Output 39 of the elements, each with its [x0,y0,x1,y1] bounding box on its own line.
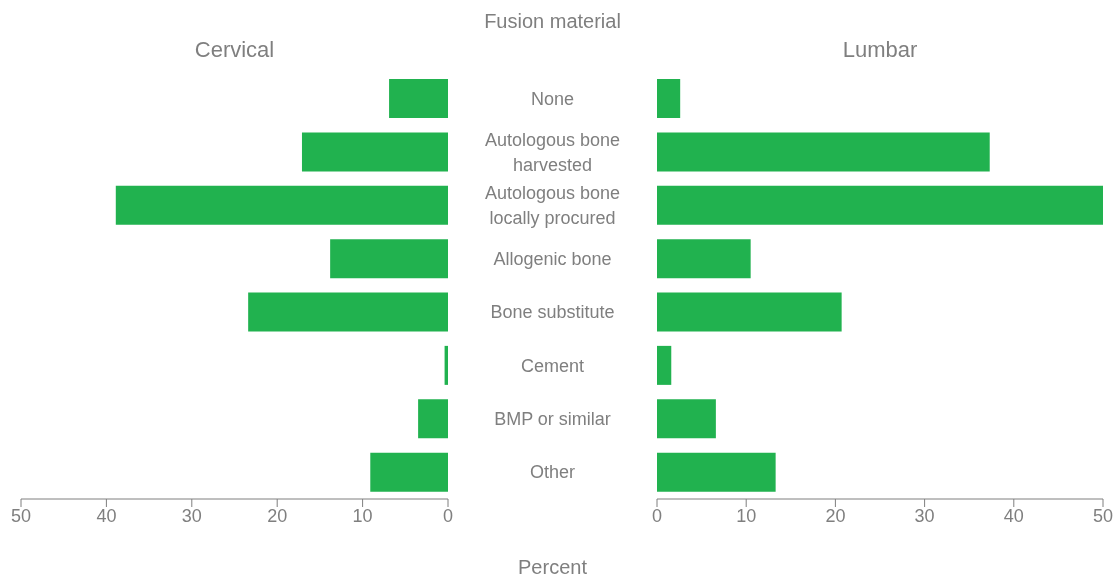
x-axis-title: Percent [517,556,588,579]
x-tick-label: 10 [736,505,757,526]
x-tick-label: 50 [1092,505,1114,526]
y-tick-label: Cement [520,355,585,376]
bar [657,79,681,118]
bar [115,185,448,225]
bar [389,79,448,118]
x-tick-label: 20 [267,505,288,526]
y-tick-label: Autologous bone harvested [484,129,621,175]
bar [330,239,448,279]
y-axis-title: Fusion material [483,10,622,33]
y-tick-label: BMP or similar [494,408,611,429]
bar [657,399,716,439]
x-tick-label: 20 [825,505,846,526]
chart-title: Cervical [193,37,276,63]
bar [301,132,448,172]
x-tick-label: 40 [96,505,117,526]
bar [657,345,672,385]
y-tick-label: Bone substitute [490,302,615,323]
y-tick-label: None [530,88,575,109]
y-tick-label: Allogenic bone [493,248,612,269]
x-tick-label: 0 [442,505,454,526]
y-tick-label: Autologous bone locally procured [484,182,621,228]
bar [657,185,1103,225]
y-tick-label: Other [529,462,576,483]
x-tick-label: 10 [352,505,373,526]
x-tick-label: 50 [10,505,32,526]
bar [418,399,448,439]
bar [657,239,751,279]
bar [657,132,990,172]
bar [370,452,448,492]
bar [657,292,842,332]
x-tick-label: 30 [181,505,202,526]
bar [657,452,776,492]
bar [248,292,448,332]
x-tick-label: 30 [914,505,935,526]
chart-title: Lumbar [841,37,919,63]
x-tick-label: 0 [651,505,663,526]
x-tick-label: 40 [1003,505,1024,526]
